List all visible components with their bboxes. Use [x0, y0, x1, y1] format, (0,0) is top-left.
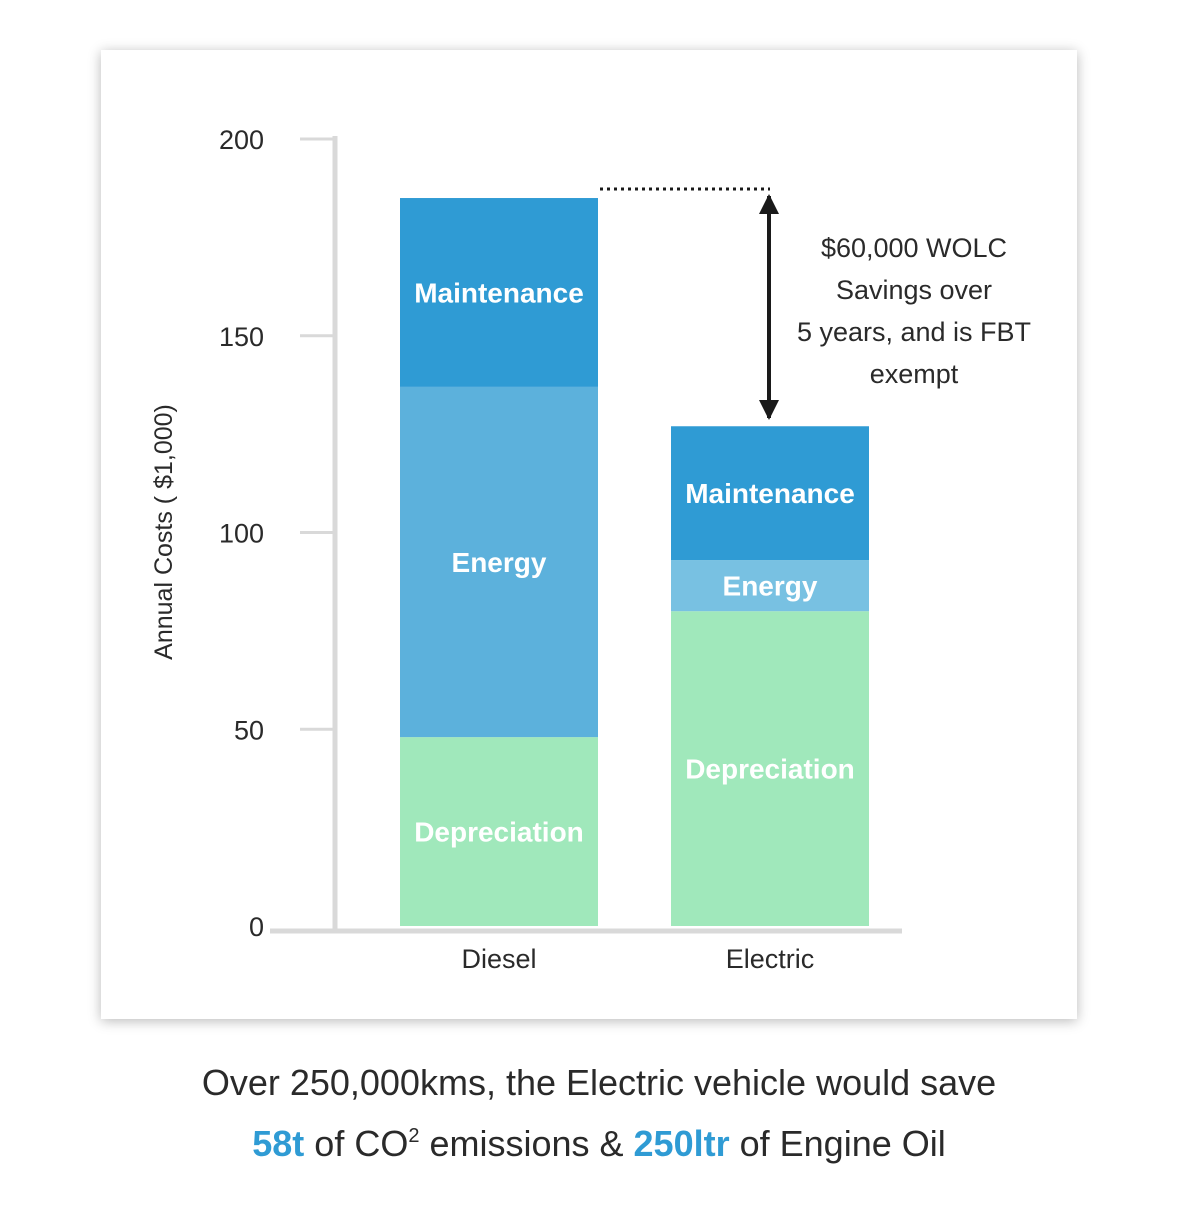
annotation-line-2: Savings over	[836, 275, 992, 305]
annotation-line-4: exempt	[870, 359, 959, 389]
segment-label-electric-maintenance: Maintenance	[685, 478, 855, 509]
y-tick-label-150: 150	[219, 322, 264, 352]
axes-layer: Diesel Electric 0 50 100 150 200	[219, 125, 902, 974]
segment-label-diesel-energy: Energy	[452, 547, 547, 578]
bar-diesel-energy	[400, 386, 598, 738]
y-axis-title: Annual Costs ( $1,000)	[150, 404, 178, 660]
bar-diesel-maintenance	[400, 198, 598, 387]
bars-layer: Depreciation Energy Maintenance Depreciatio…	[400, 198, 869, 926]
bar-electric-energy	[671, 560, 869, 612]
annotation-line-3: 5 years, and is FBT	[797, 317, 1031, 347]
stacked-bar-chart: Depreciation Energy Maintenance Depreciatio…	[150, 125, 1031, 974]
y-tick-label-100: 100	[219, 519, 264, 549]
annotation-line-1: $60,000 WOLC	[821, 233, 1007, 263]
x-tick-label-diesel: Diesel	[461, 944, 536, 974]
segment-label-electric-depreciation: Depreciation	[685, 754, 855, 785]
caption-line-2: 58t of CO2 emissions & 250ltr of Engine …	[0, 1113, 1198, 1174]
bar-diesel-depreciation	[400, 737, 598, 926]
oil-amount: 250ltr	[633, 1123, 730, 1164]
segment-label-diesel-maintenance: Maintenance	[414, 277, 584, 308]
bar-electric-depreciation	[671, 611, 869, 926]
caption-text-b: emissions &	[419, 1123, 634, 1164]
bar-electric-maintenance	[671, 426, 869, 561]
y-tick-label-50: 50	[234, 715, 264, 745]
x-tick-label-electric: Electric	[726, 944, 815, 974]
co2-amount: 58t	[252, 1123, 305, 1164]
segment-label-diesel-depreciation: Depreciation	[414, 817, 584, 848]
segment-label-electric-energy: Energy	[723, 571, 818, 602]
savings-annotation: $60,000 WOLC Savings over 5 years, and i…	[797, 233, 1031, 389]
y-tick-label-0: 0	[249, 912, 264, 942]
co2-superscript: 2	[408, 1125, 420, 1147]
caption-text-c: of Engine Oil	[729, 1123, 946, 1164]
y-tick-label-200: 200	[219, 125, 264, 155]
caption: Over 250,000kms, the Electric vehicle wo…	[0, 1052, 1198, 1174]
caption-line-1: Over 250,000kms, the Electric vehicle wo…	[201, 1062, 997, 1103]
caption-text-a: of CO	[304, 1123, 409, 1164]
